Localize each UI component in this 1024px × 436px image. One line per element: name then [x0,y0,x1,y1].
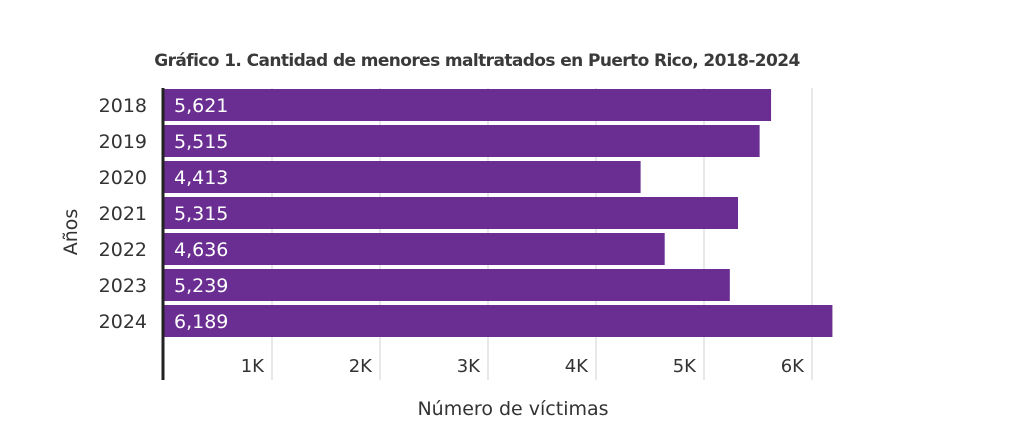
x-tick-label: 4K [565,356,589,377]
y-tick-label: 2020 [99,167,147,189]
y-axis-label: Años [60,209,82,256]
data-label: 6,189 [174,311,228,333]
x-tick-labels: 1K 2K 3K 4K 5K 6K [241,356,805,377]
bar [164,197,739,229]
x-tick-label: 5K [673,356,697,377]
y-tick-labels: 2018 2019 2020 2021 2022 2023 2024 [99,95,147,333]
y-tick-label: 2022 [99,239,147,261]
bars: 5,621 5,515 4,413 5,315 4,636 5,239 6,189 [164,89,833,337]
data-label: 5,239 [174,275,228,297]
bar [164,305,833,337]
chart-title: Gráfico 1. Cantidad de menores maltratad… [154,51,800,71]
bar [164,233,665,265]
x-tick-label: 2K [349,356,373,377]
bar [164,125,760,157]
data-label: 4,413 [174,167,228,189]
y-tick-label: 2019 [99,131,147,153]
y-tick-label: 2018 [99,95,147,117]
data-label: 4,636 [174,239,228,261]
x-axis-label: Número de víctimas [417,398,608,420]
bar [164,89,772,121]
bar [164,269,730,301]
bar [164,161,641,193]
y-tick-label: 2021 [99,203,147,225]
x-tick-label: 6K [781,356,805,377]
x-tick-label: 3K [457,356,481,377]
data-label: 5,515 [174,131,228,153]
data-label: 5,315 [174,203,228,225]
data-label: 5,621 [174,95,228,117]
x-tick-label: 1K [241,356,265,377]
y-tick-label: 2023 [99,275,147,297]
y-tick-label: 2024 [99,311,147,333]
